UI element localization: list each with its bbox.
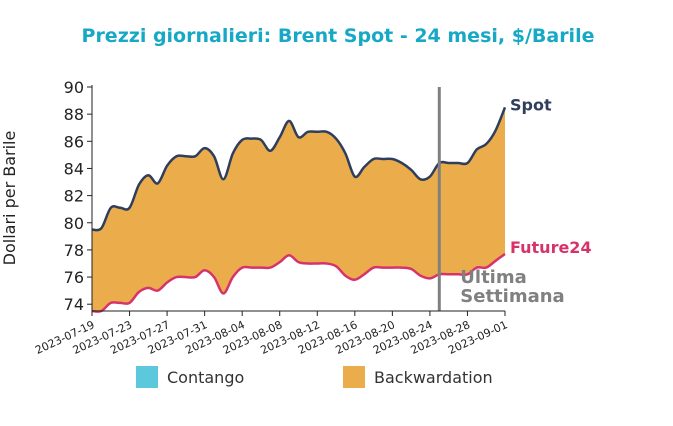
y-tick-label: 76 bbox=[64, 268, 84, 287]
y-tick-label: 84 bbox=[64, 159, 84, 178]
legend-label-contango: Contango bbox=[167, 368, 244, 387]
legend-swatch-contango bbox=[136, 366, 158, 388]
y-tick-label: 78 bbox=[64, 241, 84, 260]
last-week-label-line2: Settimana bbox=[460, 286, 564, 307]
legend: Contango Backwardation bbox=[136, 366, 493, 388]
y-tick-label: 82 bbox=[64, 187, 84, 206]
y-tick-label: 80 bbox=[64, 214, 84, 233]
y-tick-label: 74 bbox=[64, 295, 84, 314]
y-tick-label: 88 bbox=[64, 105, 84, 124]
future24-series-label: Future24 bbox=[510, 238, 592, 257]
future24-line bbox=[91, 252, 506, 313]
backwardation-area bbox=[92, 107, 505, 312]
chart-title: Prezzi giornalieri: Brent Spot - 24 mesi… bbox=[82, 25, 595, 47]
last-week-label-line1: Ultima bbox=[460, 267, 526, 288]
spot-series-label: Spot bbox=[510, 95, 552, 114]
y-tick-label: 86 bbox=[64, 132, 84, 151]
legend-label-backwardation: Backwardation bbox=[374, 368, 493, 387]
y-tick-label: 90 bbox=[64, 78, 84, 97]
legend-swatch-backwardation bbox=[343, 366, 365, 388]
y-axis-label: Dollari per Barile bbox=[0, 131, 19, 266]
axes: 7476788082848688902023-07-192023-07-2320… bbox=[33, 78, 509, 357]
spot-line bbox=[91, 106, 507, 232]
